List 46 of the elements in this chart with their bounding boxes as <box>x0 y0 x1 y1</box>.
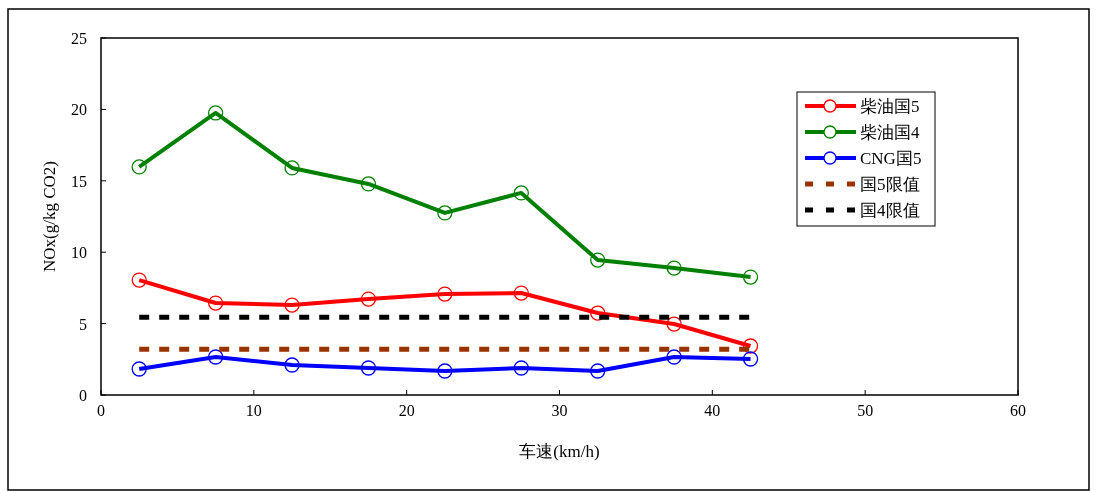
point <box>742 269 759 285</box>
point <box>284 357 300 373</box>
y-tick-label: 25 <box>71 30 87 47</box>
point <box>513 360 529 376</box>
point <box>207 105 224 121</box>
x-tick-label: 0 <box>97 402 105 419</box>
point <box>590 305 606 321</box>
legend-label: 国4限值 <box>860 201 920 220</box>
point <box>666 316 682 332</box>
x-tick-label: 10 <box>245 402 262 419</box>
legend-label: CNG国5 <box>860 149 922 168</box>
point <box>742 351 759 367</box>
point <box>131 159 147 175</box>
point <box>666 260 682 276</box>
x-tick-label: 50 <box>857 402 874 419</box>
x-axis-title: 车速(km/h) <box>519 442 600 461</box>
point <box>437 363 453 379</box>
legend-label: 柴油国4 <box>860 123 920 142</box>
x-tick-label: 20 <box>398 402 415 419</box>
y-tick-label: 20 <box>71 101 87 119</box>
point <box>131 361 147 377</box>
point <box>513 185 529 201</box>
point <box>360 291 377 307</box>
point <box>131 272 147 288</box>
point <box>360 176 377 192</box>
y-tick-label: 0 <box>79 387 87 404</box>
point <box>513 285 529 301</box>
point <box>284 160 300 176</box>
y-axis-title: NOx(g/kg CO2) <box>40 161 59 272</box>
point <box>360 360 377 376</box>
legend-label: 柴油国5 <box>860 97 920 116</box>
legend-label: 国5限值 <box>860 175 920 194</box>
point <box>590 363 606 379</box>
x-tick-label: 60 <box>1010 402 1026 419</box>
y-tick-label: 5 <box>79 315 87 333</box>
point <box>207 295 224 311</box>
x-tick-label: 30 <box>551 402 568 419</box>
point <box>590 252 606 268</box>
y-tick-label: 10 <box>71 244 87 262</box>
point <box>207 349 224 365</box>
y-tick-label: 15 <box>71 172 87 190</box>
point <box>284 297 300 313</box>
point <box>666 349 682 365</box>
point <box>437 205 453 221</box>
point <box>437 286 453 302</box>
x-tick-label: 40 <box>704 402 721 419</box>
